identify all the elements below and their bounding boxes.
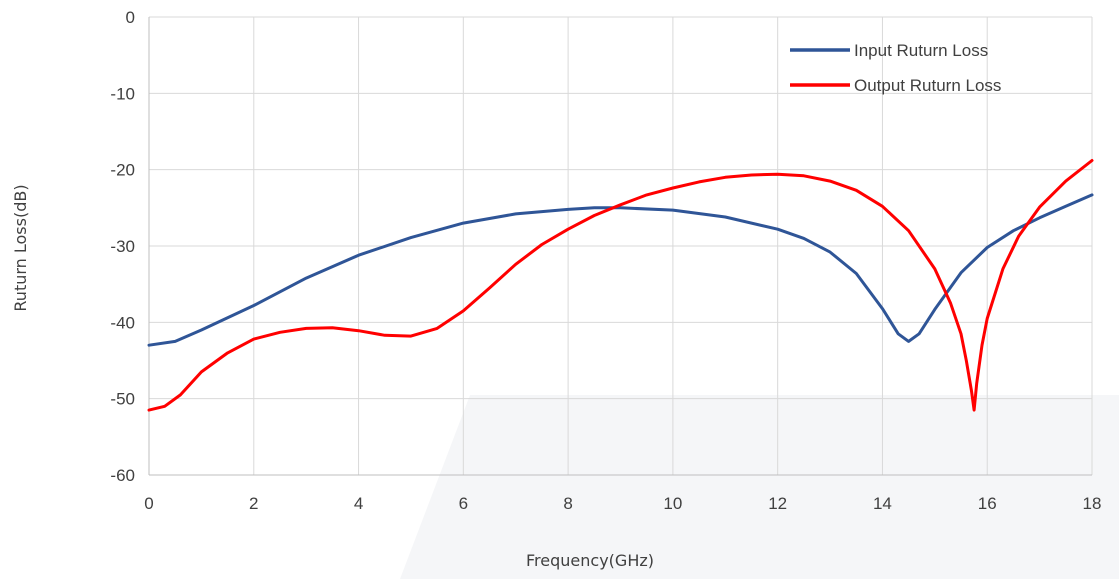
y-tick-label: 0 [126,8,135,27]
legend-label: Input Ruturn Loss [854,41,988,60]
x-tick-labels: 0 2 4 6 8 10 12 14 16 18 [144,494,1101,513]
y-tick-label: -30 [110,237,135,256]
legend: Input Ruturn Loss Output Ruturn Loss [790,41,1001,95]
x-tick-label: 8 [563,494,572,513]
x-tick-label: 4 [354,494,363,513]
y-tick-label: -20 [110,161,135,180]
legend-label: Output Ruturn Loss [854,76,1001,95]
x-tick-label: 14 [873,494,892,513]
x-tick-label: 16 [978,494,997,513]
y-tick-label: -60 [110,466,135,485]
x-tick-label: 6 [459,494,468,513]
background-decoration [400,395,1119,579]
x-tick-label: 18 [1083,494,1102,513]
y-tick-label: -40 [110,313,135,332]
x-axis-title: Frequency(GHz) [526,551,654,570]
series-line-2 [147,159,1094,412]
series-line-1 [147,193,1094,347]
y-tick-label: -50 [110,390,135,409]
y-tick-labels: 0 -10 -20 -30 -40 -50 -60 [110,8,135,485]
series-lines [147,159,1094,412]
y-axis-title: Ruturn Loss(dB) [11,184,30,311]
axes [148,17,1092,476]
x-tick-label: 2 [249,494,258,513]
x-tick-label: 0 [144,494,153,513]
x-tick-label: 10 [663,494,682,513]
x-tick-label: 12 [768,494,787,513]
y-tick-label: -10 [110,84,135,103]
